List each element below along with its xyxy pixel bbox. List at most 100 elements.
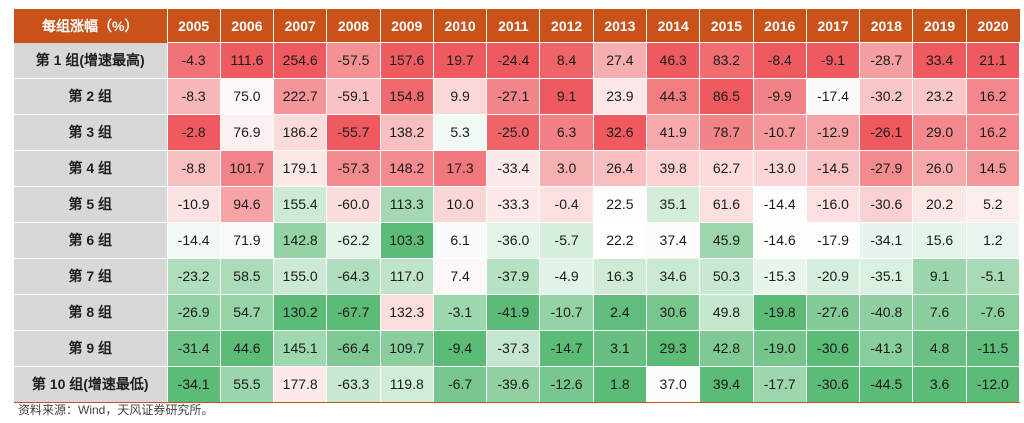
heatmap-cell: 254.6 [273,42,328,79]
group-label: 第 2 组 [14,78,167,115]
heatmap-cell: -8.8 [166,149,221,187]
group-row: 第 9 组 -31.4 44.6 145.1 -66.4 109.7 -9.4 -37.3 -1… [14,329,1021,367]
heatmap-cell: -30.6 [805,329,861,367]
heatmap-cell: 94.6 [219,185,275,223]
heatmap-cell: 3.6 [912,365,967,403]
year-header: 2010 [433,9,488,43]
heatmap-cell: -34.1 [859,221,914,259]
heatmap-cell: -57.5 [326,42,381,79]
heatmap-cell: -59.1 [326,77,381,115]
heatmap-cell: -12.6 [539,365,594,403]
heatmap-cell: -6.7 [432,365,488,403]
heatmap-cell: 145.1 [273,329,328,367]
heatmap-cell: 1.2 [965,221,1021,259]
heatmap-cell: -15.3 [752,257,807,295]
heatmap-cell: 19.7 [432,42,488,79]
group-row: 第 10 组(增速最低) -34.1 55.5 177.8 -63.3 119.8 -6.7… [14,365,1021,403]
heatmap-cell: 32.6 [592,113,648,151]
heatmap-cell: 109.7 [379,329,434,367]
heatmap-cell: -17.4 [805,77,861,115]
heatmap-cell: 113.3 [379,185,434,223]
heatmap-cell: 71.9 [219,221,275,259]
heatmap-cell: -9.9 [752,77,807,115]
heatmap-cell: 154.8 [379,77,434,115]
heatmap-cell: 142.8 [273,221,328,259]
heatmap-cell: 157.6 [379,42,434,79]
heatmap-cell: 58.5 [219,257,275,295]
heatmap-cell: 61.6 [699,185,754,223]
heatmap-cell: 14.5 [965,149,1021,187]
heatmap-cell: -3.1 [432,293,488,331]
heatmap-cell: 138.2 [379,113,434,151]
heatmap-cell: -66.4 [326,329,381,367]
heatmap-cell: -36.0 [486,221,541,259]
heatmap-cell: -41.3 [859,329,914,367]
heatmap-cell: 3.0 [539,149,594,187]
heatmap-cell: 21.1 [965,42,1021,79]
heatmap-cell: -34.1 [166,365,221,403]
year-header: 2016 [753,9,807,43]
heatmap-cell: -62.2 [326,221,381,259]
heatmap-cell: 155.4 [273,185,328,223]
heatmap-cell: -67.7 [326,293,381,331]
heatmap-cell: 10.0 [432,185,488,223]
year-header: 2008 [326,9,381,43]
group-label: 第 1 组(增速最高) [14,42,167,79]
heatmap-cell: 33.4 [912,42,967,79]
heatmap-cell: -4.3 [166,42,221,79]
heatmap-cell: 6.3 [539,113,594,151]
heatmap-cell: 23.9 [592,77,648,115]
heatmap-cell: 103.3 [379,221,434,259]
heatmap-cell: -37.9 [486,257,541,295]
heatmap-cell: 78.7 [699,113,754,151]
heatmap-cell: 46.3 [646,42,701,79]
heatmap-cell: 34.6 [646,257,701,295]
heatmap-cell: 29.0 [912,113,967,151]
heatmap-cell: -30.6 [805,365,861,403]
group-label: 第 8 组 [14,294,167,331]
heatmap-cell: 148.2 [379,149,434,187]
header-row: 每组涨幅（%） 2005 2006 2007 2008 2009 2010 2011 2012… [14,9,1020,43]
heatmap-cell: -14.5 [805,149,861,187]
year-header: 2005 [167,9,221,43]
heatmap-cell: -5.7 [539,221,594,259]
heatmap-cell: 20.2 [912,185,967,223]
heatmap-cell: 62.7 [699,149,754,187]
year-header: 2014 [646,9,701,43]
year-header: 2013 [593,9,648,43]
heatmap-cell: -25.0 [486,113,541,151]
heatmap-cell: 45.9 [699,221,754,259]
group-label: 第 4 组 [14,150,167,187]
heatmap-cell: -5.1 [965,257,1021,295]
group-row: 第 4 组 -8.8 101.7 179.1 -57.3 148.2 17.3 -33.4 3.… [14,149,1021,187]
heatmap-cell: -17.9 [805,221,861,259]
heatmap-cell: 16.2 [965,113,1021,151]
year-header: 2011 [486,9,541,43]
heatmap-cell: -10.7 [539,293,594,331]
year-header: 2015 [699,9,754,43]
group-label: 第 3 组 [14,114,167,151]
year-header: 2020 [966,9,1020,43]
heatmap-cell: 2.4 [592,293,648,331]
heatmap-cell: -41.9 [486,293,541,331]
heatmap-cell: 75.0 [219,77,275,115]
heatmap-cell: 17.3 [432,149,488,187]
heatmap-cell: 177.8 [273,365,328,403]
heatmap-cell: -30.6 [859,185,914,223]
heatmap-cell: -31.4 [166,329,221,367]
heatmap-cell: 8.4 [539,42,594,79]
heatmap-cell: -64.3 [326,257,381,295]
heatmap-cell: 5.2 [965,185,1021,223]
heatmap-cell: -16.0 [805,185,861,223]
heatmap-cell: -55.7 [326,113,381,151]
heatmap-cell: 15.6 [912,221,967,259]
heatmap-cell: 22.5 [592,185,648,223]
heatmap-cell: 4.8 [912,329,967,367]
heatmap-cell: 39.8 [646,149,701,187]
heatmap-cell: 76.9 [219,113,275,151]
heatmap-cell: -12.0 [965,365,1021,403]
heatmap-cell: -0.4 [539,185,594,223]
year-header: 2006 [220,9,275,43]
heatmap-cell: -27.9 [859,149,914,187]
heatmap-cell: 37.4 [646,221,701,259]
